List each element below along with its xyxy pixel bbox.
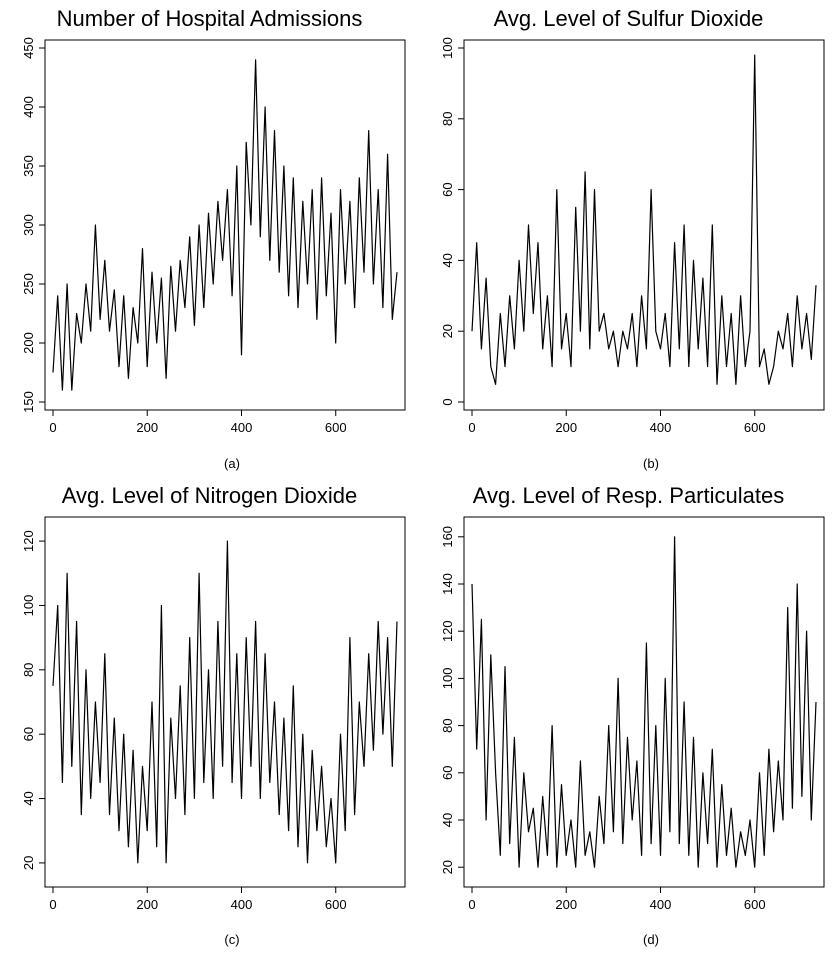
y-tick-label: 400 (21, 96, 36, 118)
x-tick-label: 400 (650, 420, 672, 435)
chart-svg: 0 200 400 600 150 200 250 300 350 400 450 (21, 37, 406, 435)
x-tick-label: 200 (136, 420, 158, 435)
y-tick-label: 60 (440, 766, 455, 780)
y-tick-label: 350 (21, 155, 36, 177)
y-tick-label: 160 (440, 526, 455, 548)
chart-title: Avg. Level of Nitrogen Dioxide (61, 483, 358, 508)
y-tick-label: 150 (21, 391, 36, 413)
x-tick-label: 400 (231, 420, 253, 435)
y-tick-label: 20 (21, 856, 36, 870)
x-tick-label: 600 (744, 897, 766, 912)
y-tick-label: 40 (21, 791, 36, 805)
chart-svg: 0 200 400 600 0 20 40 60 80 100 (440, 37, 825, 435)
x-tick-label: 200 (555, 897, 577, 912)
series-line (52, 540, 398, 864)
y-tick-label: 0 (440, 398, 455, 405)
y-tick-label: 200 (21, 332, 36, 354)
y-tick-label: 120 (21, 530, 36, 552)
y-tick-label: 20 (440, 860, 455, 874)
x-tick-label: 0 (49, 420, 56, 435)
y-tick-label: 80 (21, 663, 36, 677)
plot-frame (463, 516, 825, 888)
y-tick-label: 140 (440, 573, 455, 595)
panel-label: (b) (643, 456, 659, 471)
panel-label: (c) (224, 932, 240, 947)
x-tick-label: 200 (136, 897, 158, 912)
y-tick-label: 20 (440, 324, 455, 338)
x-tick-label: 0 (468, 420, 475, 435)
chart-panel-a: Number of Hospital Admissions 0 200 400 600… (0, 0, 419, 477)
x-tick-label: 400 (650, 897, 672, 912)
panel-label: (a) (224, 456, 240, 471)
chart-panel-b: Avg. Level of Sulfur Dioxide 0 200 400 600 0… (419, 0, 838, 477)
series-line (471, 54, 817, 385)
plot-frame (44, 516, 406, 888)
y-tick-label: 250 (21, 273, 36, 295)
y-tick-label: 450 (21, 37, 36, 59)
chart-svg: 0 200 400 600 20 40 60 80 100 120 (21, 516, 406, 912)
x-tick-label: 600 (325, 897, 347, 912)
y-tick-label: 100 (440, 37, 455, 59)
chart-title: Avg. Level of Sulfur Dioxide (493, 6, 764, 31)
panel-label: (d) (643, 932, 659, 947)
plot-frame (463, 39, 825, 411)
y-tick-label: 60 (21, 727, 36, 741)
y-tick-label: 40 (440, 813, 455, 827)
series-line (471, 536, 817, 868)
chart-title: Number of Hospital Admissions (56, 6, 363, 31)
chart-panel-c: Avg. Level of Nitrogen Dioxide 0 200 400 60… (0, 477, 419, 955)
series-line (52, 59, 398, 391)
chart-title: Avg. Level of Resp. Particulates (472, 483, 785, 508)
x-tick-label: 0 (49, 897, 56, 912)
y-tick-label: 100 (21, 595, 36, 617)
x-tick-label: 0 (468, 897, 475, 912)
y-tick-label: 300 (21, 214, 36, 236)
x-tick-label: 200 (555, 420, 577, 435)
y-tick-label: 60 (440, 182, 455, 196)
x-tick-label: 600 (744, 420, 766, 435)
x-tick-label: 400 (231, 897, 253, 912)
x-tick-label: 600 (325, 420, 347, 435)
y-tick-label: 100 (440, 668, 455, 690)
y-tick-label: 120 (440, 620, 455, 642)
chart-svg: 0 200 400 600 20 40 60 80 100 120 140 160 (440, 516, 825, 912)
y-tick-label: 80 (440, 718, 455, 732)
chart-panel-d: Avg. Level of Resp. Particulates 0 200 400… (419, 477, 838, 955)
y-tick-label: 80 (440, 112, 455, 126)
y-tick-label: 40 (440, 253, 455, 267)
